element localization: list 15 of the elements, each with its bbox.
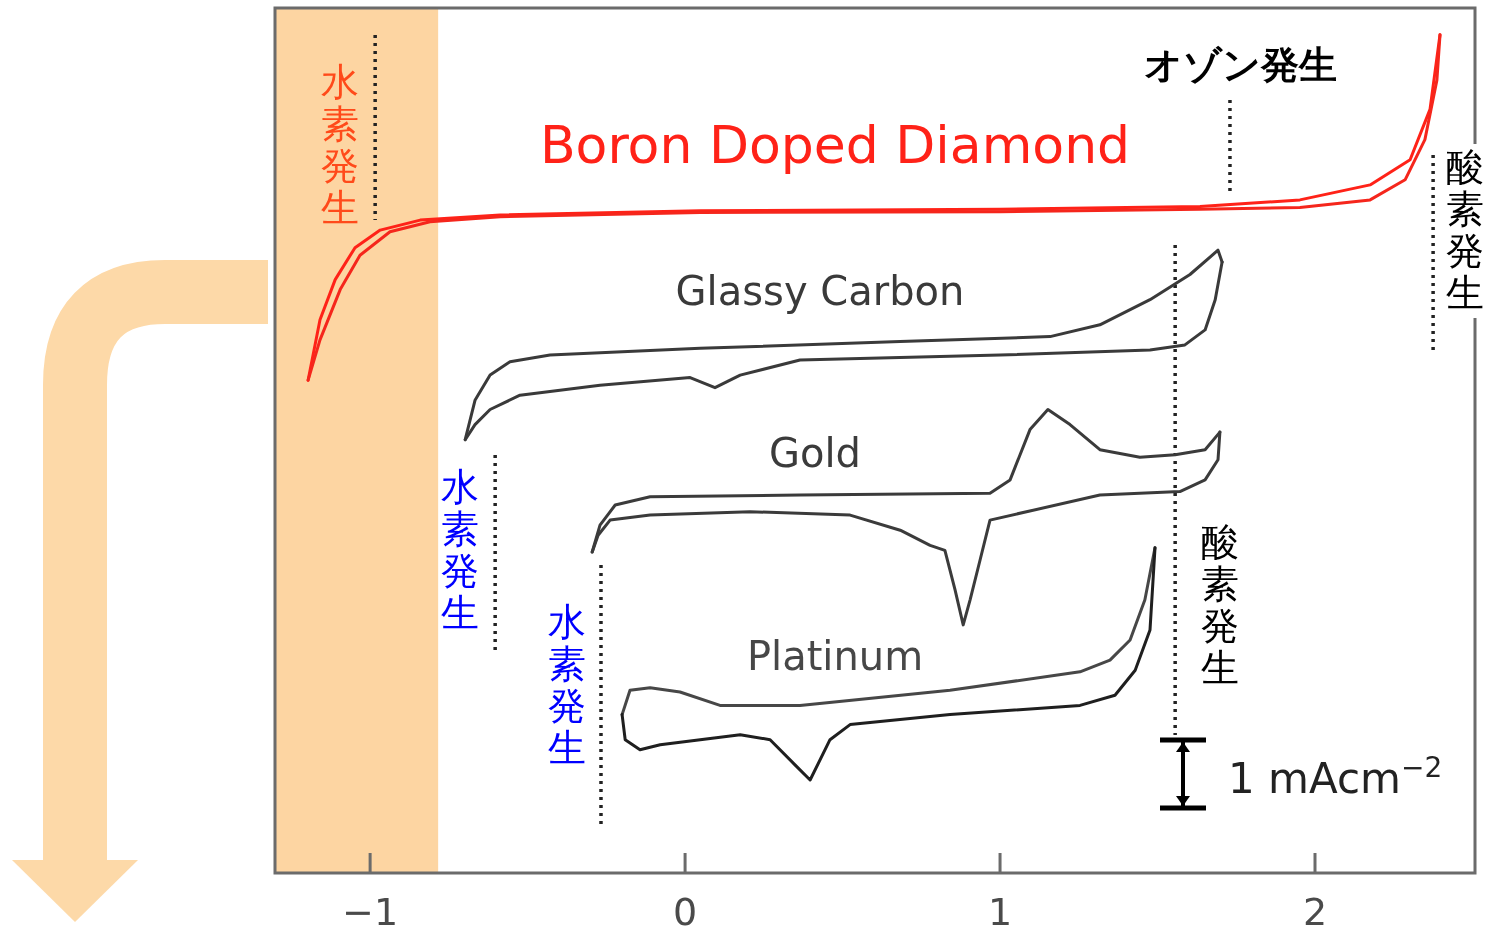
x-tick-label: 0 — [672, 890, 698, 933]
ref-line-label: 水素発生 — [441, 465, 479, 635]
series-label: Glassy Carbon — [675, 268, 965, 314]
series-label: Gold — [769, 430, 861, 476]
ref-line-label: 水素発生 — [548, 600, 586, 770]
x-tick-label: 1 — [987, 890, 1013, 933]
x-tick-label: 2 — [1302, 890, 1328, 933]
series-label: Platinum — [746, 633, 924, 679]
ref-line-label: 酸素発生 — [1446, 145, 1484, 315]
series-label: Boron Doped Diamond — [539, 115, 1131, 175]
annotation: 1 mAcm$^{−2}$ — [1228, 750, 1443, 803]
ref-line-label: オゾン発生 — [1143, 43, 1337, 87]
x-tick-label: −1 — [342, 890, 399, 933]
ref-line-label: 水素発生 — [321, 60, 359, 230]
ref-line-label: 酸素発生 — [1201, 520, 1239, 690]
